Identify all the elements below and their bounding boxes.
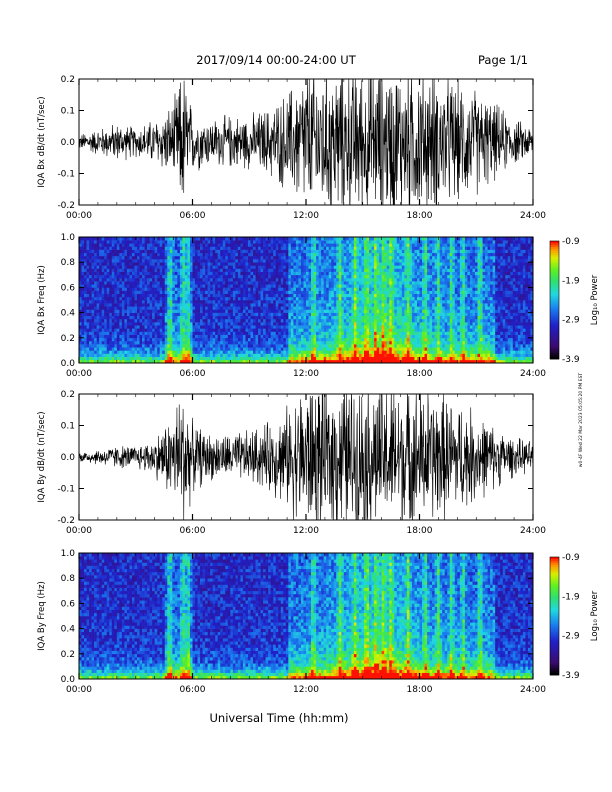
x-tick-label: 12:00 — [293, 685, 319, 695]
y-tick-label: 0.0 — [61, 453, 76, 463]
x-tick-label: 00:00 — [66, 685, 92, 695]
y-tick-label: 0.2 — [61, 334, 75, 344]
y-tick-label: 0.1 — [61, 422, 75, 432]
x-tick-label: 00:00 — [66, 526, 92, 536]
colorbar-tick-label: -3.9 — [562, 671, 580, 681]
y-tick-label: 0.2 — [61, 75, 75, 85]
y-tick-label: 0.4 — [61, 625, 76, 635]
x-tick-label: 24:00 — [520, 211, 546, 221]
colorbar-tick-label: -1.9 — [562, 592, 580, 602]
signal-trace — [79, 64, 533, 221]
y-tick-label: -0.1 — [57, 170, 75, 180]
x-tick-label: 18:00 — [407, 369, 433, 379]
x-axis-title: Universal Time (hh:mm) — [209, 711, 348, 725]
colorbar-tick-label: -2.9 — [562, 632, 580, 642]
panel-3: 00:00 06:00 12:00 18:00 24:00 -0.2 -0.1 0.0 0.1 0… — [37, 373, 546, 544]
y-tick-label: -0.2 — [57, 516, 75, 526]
y-tick-label: 0.1 — [61, 107, 75, 117]
colorbar-tick-label: -0.9 — [562, 553, 580, 563]
x-tick-label: 24:00 — [520, 685, 546, 695]
y-tick-label: 0.6 — [61, 283, 76, 293]
y-tick-label: 0.2 — [61, 650, 75, 660]
x-tick-label: 00:00 — [66, 211, 92, 221]
x-tick-label: 06:00 — [180, 369, 206, 379]
x-tick-label: 12:00 — [293, 211, 319, 221]
panel-1: 00:00 06:00 12:00 18:00 24:00 -0.2 -0.1 0.0 0.1 0… — [37, 64, 546, 221]
y-tick-label: 0.6 — [61, 599, 76, 609]
panel-4: -0.9 -1.9 -2.9 -3.9 Log₁₀ Power 00:00 06:00 12:… — [37, 549, 600, 695]
y-axis-label: IQA By dB/dt (nT/sec) — [37, 411, 47, 502]
colorbar: -0.9 -1.9 -2.9 -3.9 Log₁₀ Power — [550, 553, 600, 681]
y-tick-label: 1.0 — [61, 233, 76, 243]
y-tick-label: 0.0 — [61, 675, 76, 685]
y-tick-label: 0.8 — [61, 258, 76, 268]
y-tick-label: 0.8 — [61, 574, 76, 584]
x-tick-label: 24:00 — [520, 369, 546, 379]
date-range-title: 2017/09/14 00:00-24:00 UT — [196, 53, 356, 67]
x-tick-label: 00:00 — [66, 369, 92, 379]
plot-timestamp: w0-4F Wed 22 Mar 2023 05:05:20 PM EST — [578, 373, 584, 468]
y-tick-label: 1.0 — [61, 549, 76, 559]
page-indicator: Page 1/1 — [478, 53, 528, 67]
panels: 00:00 06:00 12:00 18:00 24:00 -0.2 -0.1 0.0 0.1 0… — [37, 64, 600, 695]
colorbar-tick-label: -1.9 — [562, 276, 580, 286]
colorbar-tick-label: -0.9 — [562, 237, 580, 247]
y-tick-label: 0.0 — [61, 359, 76, 369]
x-tick-label: 18:00 — [407, 685, 433, 695]
colorbar-tick-label: -2.9 — [562, 316, 580, 326]
y-axis-label: IQA Bx dB/dt (nT/sec) — [37, 96, 47, 187]
x-tick-label: 18:00 — [407, 526, 433, 536]
colorbar-label: Log₁₀ Power — [590, 274, 600, 325]
colorbar-label: Log₁₀ Power — [590, 590, 600, 641]
y-tick-label: -0.2 — [57, 201, 75, 211]
y-tick-label: -0.1 — [57, 485, 75, 495]
x-tick-label: 12:00 — [293, 369, 319, 379]
x-tick-label: 12:00 — [293, 526, 319, 536]
y-tick-label: 0.0 — [61, 138, 76, 148]
y-tick-label: 0.4 — [61, 309, 76, 319]
y-axis-label: IQA By Freq (Hz) — [37, 581, 47, 651]
colorbar-tick-label: -3.9 — [562, 355, 580, 365]
x-tick-label: 06:00 — [180, 211, 206, 221]
x-tick-label: 06:00 — [180, 526, 206, 536]
y-axis-label: IQA Bx Freq (Hz) — [37, 265, 47, 335]
colorbar: -0.9 -1.9 -2.9 -3.9 Log₁₀ Power — [550, 237, 600, 365]
x-tick-label: 06:00 — [180, 685, 206, 695]
y-tick-label: 0.2 — [61, 390, 75, 400]
panel-2: -0.9 -1.9 -2.9 -3.9 Log₁₀ Power 00:00 06:00 12:… — [37, 233, 600, 379]
x-tick-label: 24:00 — [520, 526, 546, 536]
x-tick-label: 18:00 — [407, 211, 433, 221]
